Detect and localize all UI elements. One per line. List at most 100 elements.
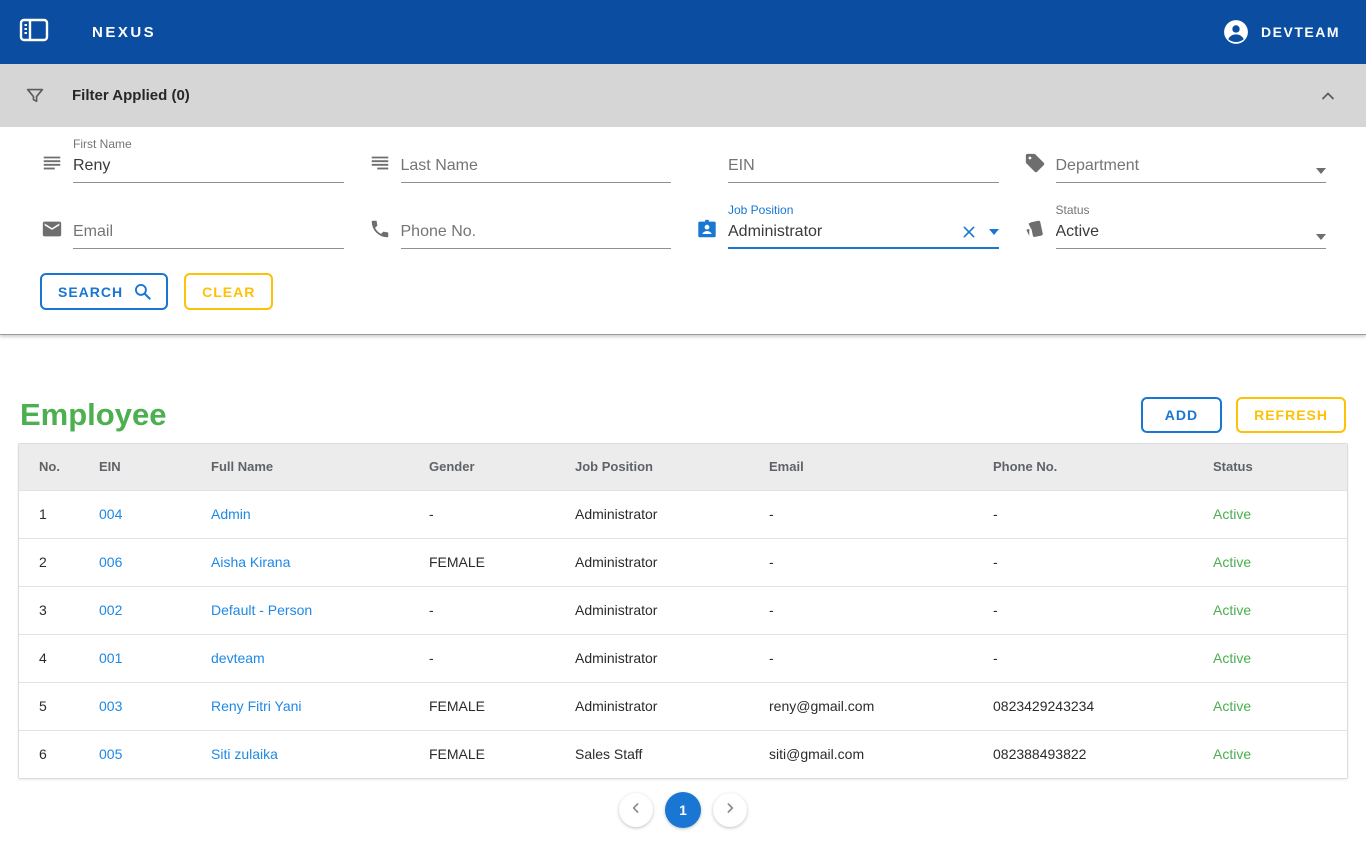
- badge-person-icon: [695, 217, 719, 241]
- column-header-ein: EIN: [91, 444, 203, 490]
- full-name-link[interactable]: Reny Fitri Yani: [211, 698, 302, 714]
- department-select[interactable]: [1055, 153, 1326, 183]
- next-page-button[interactable]: [713, 793, 747, 827]
- user-menu[interactable]: DEVTEAM: [1223, 19, 1340, 45]
- table-cell: 001: [91, 633, 203, 682]
- full-name-link[interactable]: Aisha Kirana: [211, 554, 291, 570]
- table-cell: devteam: [203, 633, 421, 682]
- phone-input[interactable]: [400, 219, 671, 249]
- table-cell: -: [985, 537, 1205, 586]
- table-cell: 3: [19, 585, 91, 634]
- chevron-up-icon[interactable]: [1318, 86, 1338, 106]
- prev-page-button[interactable]: [619, 793, 653, 827]
- close-x-icon[interactable]: [961, 224, 977, 240]
- clear-button[interactable]: CLEAR: [184, 273, 274, 310]
- column-header-job: Job Position: [567, 444, 761, 490]
- filter-panel-header[interactable]: Filter Applied (0): [0, 64, 1366, 127]
- table-cell: -: [985, 633, 1205, 682]
- first-name-label: First Name: [73, 137, 132, 151]
- table-cell: 4: [19, 633, 91, 682]
- tag-icon: [1023, 151, 1047, 175]
- table-cell: Active: [1205, 633, 1347, 682]
- table-row: 6 005 Siti zulaika FEMALE Sales Staff siti@gm…: [19, 729, 1347, 778]
- last-name-input[interactable]: [400, 153, 671, 183]
- funnel-icon: [24, 85, 46, 107]
- refresh-button[interactable]: REFRESH: [1236, 397, 1346, 433]
- chevron-right-icon: [722, 800, 738, 821]
- table-cell: -: [421, 585, 567, 634]
- page-button-current[interactable]: 1: [665, 792, 701, 828]
- sidebar-toggle-button[interactable]: [14, 12, 54, 52]
- table-cell: Active: [1205, 585, 1347, 634]
- table-row: 2 006 Aisha Kirana FEMALE Administrator - - Act…: [19, 537, 1347, 586]
- sidebar-toggle-icon: [19, 17, 49, 48]
- table-cell: Active: [1205, 729, 1347, 778]
- table-cell: 002: [91, 585, 203, 634]
- ein-link[interactable]: 004: [99, 506, 123, 522]
- ein-link[interactable]: 002: [99, 602, 123, 618]
- ein-link[interactable]: 006: [99, 554, 123, 570]
- table-cell: Administrator: [567, 537, 761, 586]
- table-cell: Active: [1205, 489, 1347, 538]
- table-cell: -: [421, 489, 567, 538]
- table-cell: -: [761, 489, 985, 538]
- brand-title: NEXUS: [92, 23, 157, 41]
- table-cell: Reny Fitri Yani: [203, 681, 421, 730]
- ein-link[interactable]: 003: [99, 698, 123, 714]
- table-cell: Administrator: [567, 633, 761, 682]
- add-button[interactable]: ADD: [1140, 397, 1223, 433]
- table-cell: -: [761, 537, 985, 586]
- text-lines-icon: [40, 151, 64, 175]
- full-name-link[interactable]: Admin: [211, 506, 251, 522]
- job-position-field: Job Position: [695, 203, 999, 249]
- search-button-label: SEARCH: [58, 283, 124, 300]
- table-cell: -: [985, 585, 1205, 634]
- department-field: [1023, 137, 1326, 183]
- table-cell: -: [761, 633, 985, 682]
- table-cell: 005: [91, 729, 203, 778]
- table-cell: Administrator: [567, 585, 761, 634]
- user-name: DEVTEAM: [1261, 24, 1340, 40]
- employee-table: No. EIN Full Name Gender Job Position Em…: [18, 443, 1348, 779]
- first-name-input[interactable]: [73, 153, 344, 183]
- envelope-icon: [40, 217, 64, 241]
- filter-panel-body: First Name: [0, 127, 1366, 335]
- main-content: Employee ADD REFRESH No. EIN Full Name G…: [0, 397, 1366, 828]
- ein-link[interactable]: 001: [99, 650, 123, 666]
- table-row: 4 001 devteam - Administrator - - Active: [19, 633, 1347, 682]
- table-cell: Aisha Kirana: [203, 537, 421, 586]
- table-cell: 2: [19, 537, 91, 586]
- table-cell: Active: [1205, 681, 1347, 730]
- table-cell: Sales Staff: [567, 729, 761, 778]
- table-cell: 6: [19, 729, 91, 778]
- email-input[interactable]: [73, 219, 344, 249]
- status-label: Status: [1055, 203, 1090, 217]
- table-row: 1 004 Admin - Administrator - - Active: [19, 489, 1347, 538]
- text-lines-icon: [368, 151, 392, 175]
- phone-field: [368, 203, 671, 249]
- job-position-label: Job Position: [728, 203, 794, 217]
- table-cell: Administrator: [567, 681, 761, 730]
- column-header-phone: Phone No.: [985, 444, 1205, 490]
- full-name-link[interactable]: Siti zulaika: [211, 746, 278, 763]
- table-cell: -: [761, 585, 985, 634]
- full-name-link[interactable]: devteam: [211, 650, 265, 666]
- chevron-down-icon[interactable]: [1316, 168, 1326, 174]
- full-name-link[interactable]: Default - Person: [211, 602, 313, 618]
- status-select[interactable]: [1055, 219, 1326, 249]
- table-cell: 0823429243234: [985, 681, 1205, 730]
- last-name-field: [368, 137, 671, 183]
- chevron-down-icon[interactable]: [988, 229, 999, 235]
- table-cell: reny@gmail.com: [761, 681, 985, 730]
- status-field: Status: [1023, 203, 1326, 249]
- table-cell: Admin: [203, 489, 421, 538]
- ein-link[interactable]: 005: [99, 746, 123, 763]
- ein-input[interactable]: [728, 153, 999, 183]
- table-header-row: No. EIN Full Name Gender Job Position Em…: [19, 444, 1347, 490]
- table-cell: 5: [19, 681, 91, 730]
- job-position-select[interactable]: [728, 219, 999, 249]
- search-button[interactable]: SEARCH: [40, 273, 169, 310]
- chevron-down-icon[interactable]: [1316, 234, 1326, 240]
- table-cell: FEMALE: [421, 681, 567, 730]
- table-cell: 006: [91, 537, 203, 586]
